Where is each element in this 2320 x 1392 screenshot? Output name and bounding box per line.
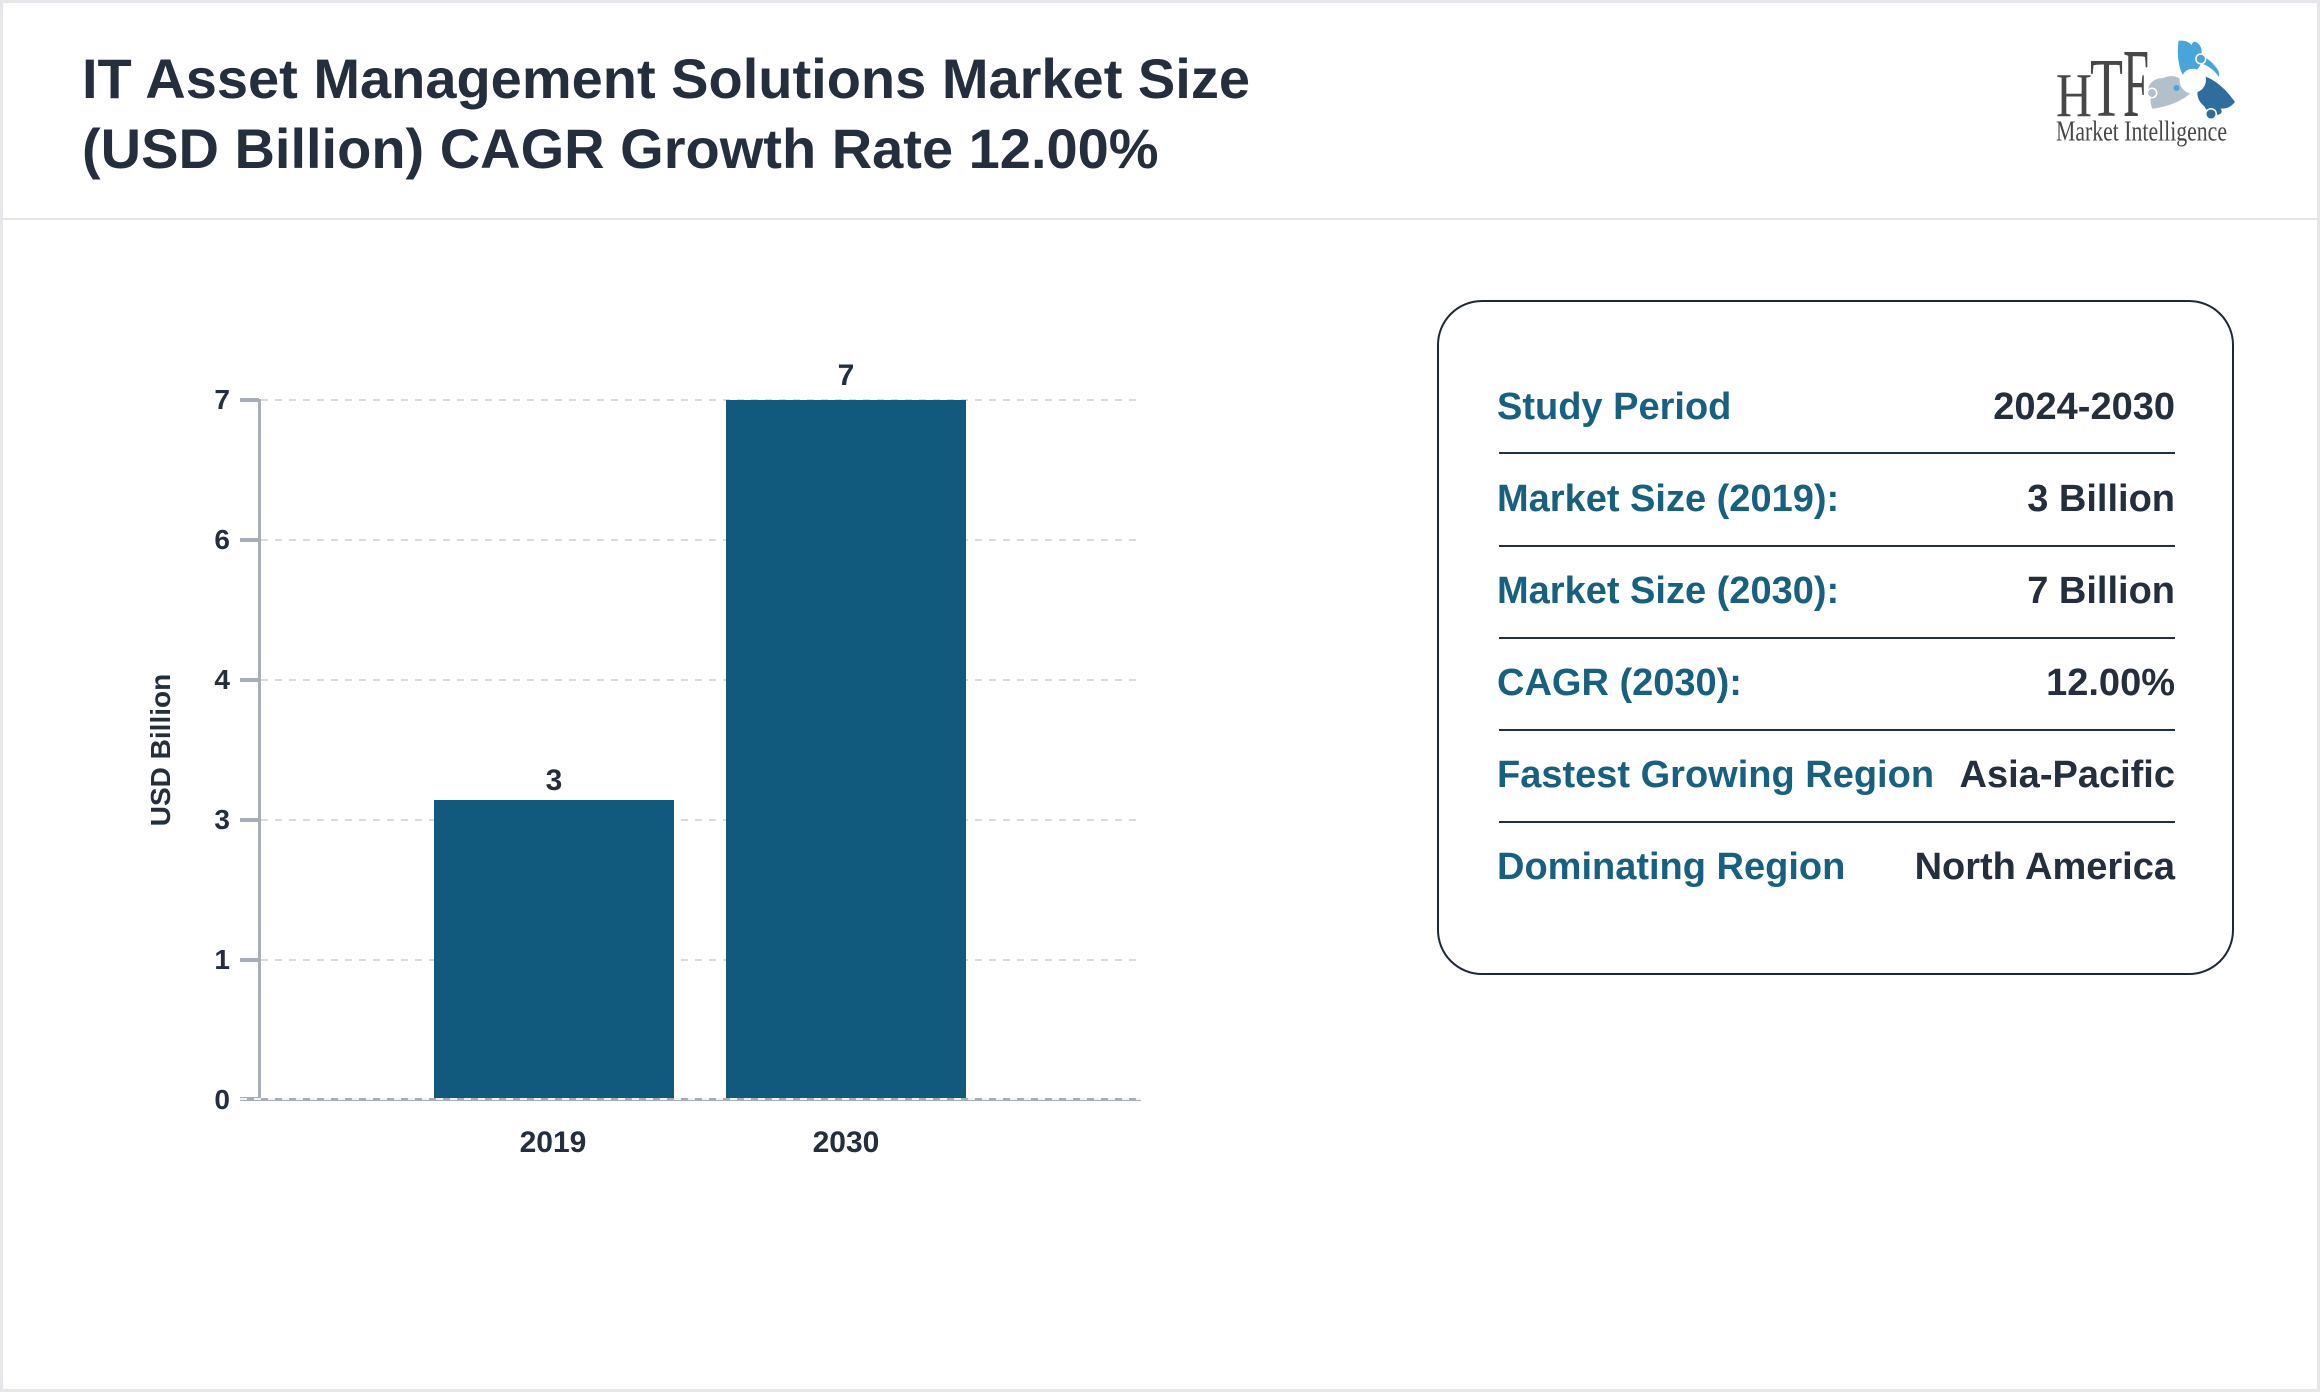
svg-text:Market Intelligence: Market Intelligence — [2056, 116, 2227, 148]
svg-text:T: T — [2090, 42, 2123, 135]
svg-text:H: H — [2056, 62, 2092, 130]
svg-text:F: F — [2123, 35, 2149, 137]
